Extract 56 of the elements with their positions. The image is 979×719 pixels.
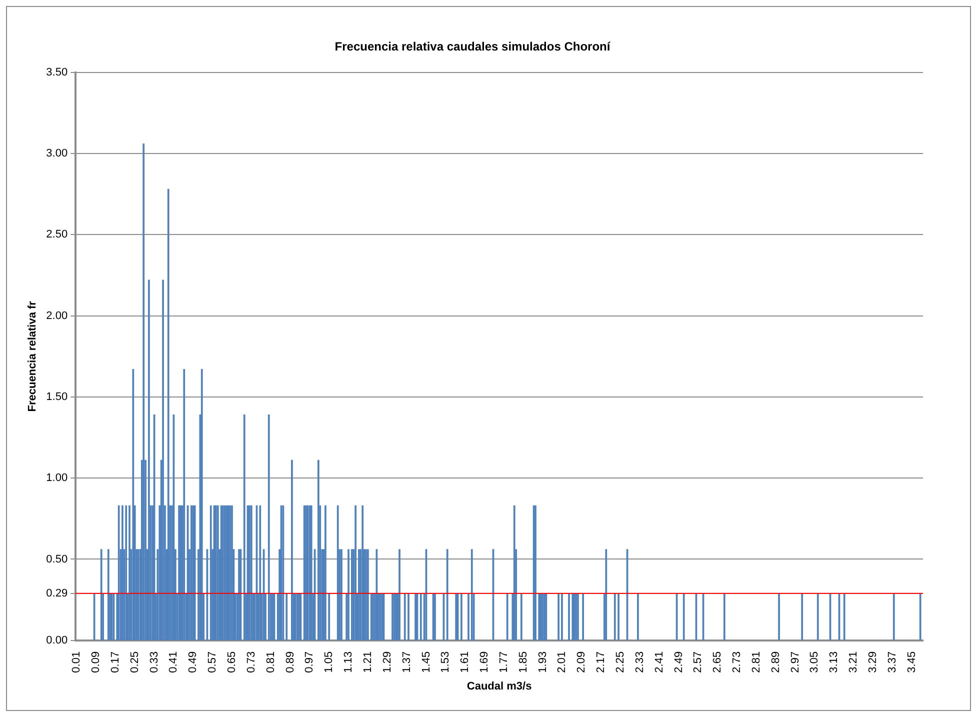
- x-tick-label: 1.77: [498, 651, 510, 673]
- x-tick-label: 2.33: [634, 651, 646, 673]
- x-tick-label: 0.97: [304, 651, 316, 673]
- x-tick-label: 2.09: [576, 651, 588, 673]
- x-tick-label: 2.41: [653, 651, 666, 673]
- x-tick-label: 1.45: [420, 651, 432, 673]
- y-tick-label: 0.50: [46, 553, 68, 566]
- x-tick-label: 1.69: [478, 651, 491, 673]
- x-tick-label: 1.37: [400, 651, 413, 673]
- x-tick-label: 1.13: [342, 651, 355, 673]
- y-tick-label: 1.00: [46, 472, 68, 484]
- x-tick-label: 0.57: [206, 651, 219, 673]
- x-tick-label: 2.81: [750, 651, 762, 673]
- x-tick-label: 0.81: [264, 651, 277, 673]
- y-tick-label: 1.50: [46, 390, 68, 403]
- x-tick-label: 2.57: [692, 651, 704, 673]
- x-tick-label: 3.13: [828, 651, 840, 673]
- chart-title: Frecuencia relativa caudales simulados Choroní: [334, 40, 611, 54]
- x-tick-label: 1.29: [381, 651, 394, 673]
- x-tick-label: 0.25: [128, 651, 141, 673]
- y-tick-label: 0.29: [46, 587, 68, 600]
- x-tick-label: 1.21: [362, 651, 374, 673]
- x-tick-label: 2.17: [595, 651, 608, 673]
- x-axis-title: Caudal m3/s: [466, 680, 532, 692]
- x-tick-label: 2.65: [712, 651, 724, 673]
- x-tick-label: 0.41: [168, 651, 180, 673]
- y-tick-label: 0.00: [46, 634, 68, 646]
- x-tick-label: 3.29: [867, 651, 880, 673]
- x-tick-label: 0.65: [226, 651, 238, 673]
- x-tick-label: 1.61: [459, 651, 472, 673]
- x-tick-label: 2.01: [556, 651, 568, 673]
- y-tick-label: 2.00: [46, 310, 68, 322]
- x-tick-label: 2.73: [731, 651, 744, 673]
- x-tick-label: 3.21: [848, 651, 860, 673]
- x-tick-label: 1.93: [536, 651, 549, 673]
- x-tick-label: 0.17: [109, 651, 122, 673]
- x-tick-label: 0.49: [187, 651, 200, 673]
- x-tick-label: 3.05: [808, 651, 821, 673]
- x-tick-label: 0.33: [148, 651, 160, 673]
- x-tick-label: 2.49: [672, 651, 685, 673]
- x-tick-label: 0.09: [90, 651, 102, 673]
- y-tick-label: 2.50: [46, 228, 68, 241]
- x-tick-label: 0.01: [70, 651, 83, 673]
- x-tick-label: 0.73: [245, 651, 258, 673]
- x-tick-label: 2.89: [770, 651, 782, 673]
- y-tick-label: 3.50: [46, 66, 68, 78]
- x-tick-label: 2.97: [789, 651, 802, 673]
- x-tick-label: 3.37: [886, 651, 898, 673]
- x-tick-label: 1.53: [440, 651, 452, 673]
- x-tick-label: 3.45: [906, 651, 918, 673]
- x-tick-label: 0.89: [284, 651, 296, 673]
- y-axis-title: Frecuencia relativa fr: [26, 300, 39, 412]
- x-tick-label: 2.25: [614, 651, 626, 673]
- y-tick-label: 3.00: [46, 148, 68, 160]
- x-tick-label: 1.05: [323, 651, 336, 673]
- x-tick-label: 1.85: [517, 651, 530, 673]
